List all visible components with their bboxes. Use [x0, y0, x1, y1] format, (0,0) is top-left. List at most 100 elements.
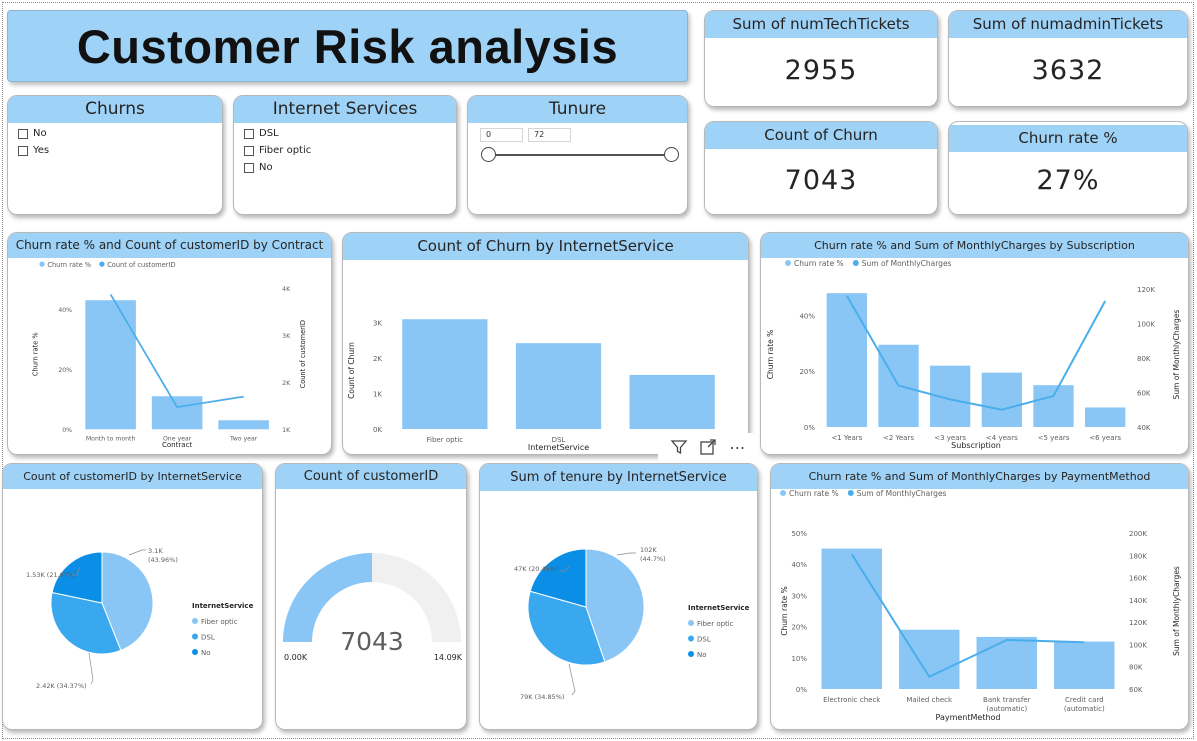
- y2-tick-label: 40K: [1137, 424, 1151, 432]
- churns-slicer[interactable]: Churns No Yes: [7, 95, 223, 215]
- y2-tick-label: 60K: [1137, 389, 1151, 397]
- x-tick-label: Month to month: [86, 436, 136, 443]
- legend-marker: [39, 261, 45, 267]
- bar: [976, 636, 1037, 689]
- slicer-option-no[interactable]: No: [18, 125, 212, 142]
- bar: [826, 293, 867, 427]
- legend-marker: [688, 620, 694, 626]
- checkbox[interactable]: [244, 128, 254, 139]
- slicer-option-fiber-optic[interactable]: Fiber optic: [244, 142, 446, 159]
- legend-marker: [785, 260, 791, 266]
- y-tick-label: 40%: [58, 307, 72, 314]
- legend-label: Churn rate %: [47, 261, 91, 269]
- x-tick-label: (automatic): [1064, 705, 1105, 713]
- slicer-option-yes[interactable]: Yes: [18, 142, 212, 159]
- subscription-chart-card[interactable]: Churn rate % and Sum of MonthlyCharges b…: [760, 232, 1189, 455]
- legend-marker: [688, 651, 694, 657]
- kpi-tech-tickets-card[interactable]: Sum of numTechTickets 2955: [704, 10, 938, 107]
- y-axis-title: Count of Churn: [347, 342, 356, 399]
- tenure-pie-chart: 102K(44.7%) 79K (34.85%) 47K (20.45%) Inter…: [514, 546, 750, 701]
- chart-title: Churn rate % and Sum of MonthlyCharges b…: [761, 233, 1188, 258]
- bar: [515, 343, 602, 429]
- kpi-admin-tickets-card[interactable]: Sum of numadminTickets 3632: [948, 10, 1188, 107]
- payment-chart: Churn rate % Sum of MonthlyCharges 0% 10% 20…: [780, 489, 1181, 722]
- option-label: No: [259, 162, 273, 173]
- x-tick-label: One year: [163, 436, 192, 443]
- option-label: Fiber optic: [259, 145, 312, 156]
- range-slider-track[interactable]: [488, 154, 671, 156]
- chart-title: Sum of tenure by InternetService: [480, 464, 757, 491]
- series-line: [109, 293, 244, 409]
- kpi-label: Churn rate %: [949, 125, 1187, 152]
- slicer-option-dsl[interactable]: DSL: [244, 125, 446, 142]
- y-tick-label: 40%: [791, 561, 807, 569]
- y-axis-title: Churn rate %: [766, 330, 775, 380]
- payment-chart-card[interactable]: Churn rate % and Sum of MonthlyCharges b…: [770, 463, 1189, 730]
- kpi-value: 7043: [784, 165, 858, 196]
- slicer-option-no[interactable]: No: [244, 159, 446, 176]
- kpi-value: 27%: [1036, 165, 1100, 196]
- kpi-churn-rate-card[interactable]: Churn rate % 27%: [948, 121, 1188, 215]
- kpi-count-churn-card[interactable]: Count of Churn 7043: [704, 121, 938, 215]
- pie-slice: [585, 548, 645, 663]
- bar: [1033, 385, 1074, 427]
- label-leader-line: [88, 652, 94, 685]
- pie-slice: [50, 591, 122, 655]
- y2-tick-label: 100K: [1129, 641, 1147, 649]
- y-tick-label: 40%: [799, 312, 815, 320]
- contract-chart: Churn rate % Count of customerID 0% 20% 40% M…: [32, 261, 308, 449]
- chart-title: Count of Churn by InternetService: [343, 233, 748, 260]
- gauge-fill: [283, 553, 372, 642]
- range-min-handle[interactable]: [481, 147, 496, 162]
- x-tick-label: <5 years: [1038, 434, 1070, 442]
- range-min-input[interactable]: 0: [480, 128, 523, 142]
- y-tick-label: 0K: [373, 426, 382, 434]
- x-axis-title: InternetService: [528, 443, 589, 452]
- contract-chart-card[interactable]: Churn rate % and Count of customerID by …: [7, 232, 332, 455]
- y2-tick-label: 80K: [1129, 664, 1143, 672]
- internet-services-slicer[interactable]: Internet Services DSL Fiber optic No: [233, 95, 457, 215]
- bar: [1054, 641, 1115, 689]
- filter-icon[interactable]: [668, 436, 690, 458]
- legend-marker: [847, 490, 854, 496]
- bar: [151, 396, 203, 430]
- y-tick-label: 0%: [796, 686, 807, 694]
- customers-pie-card[interactable]: Count of customerID by InternetService 3…: [2, 463, 263, 730]
- label-leader-line: [560, 565, 571, 572]
- data-label: 1.53K (21.67%): [26, 571, 77, 579]
- bar: [85, 300, 136, 430]
- more-options-icon[interactable]: ⋯: [729, 437, 746, 457]
- internet-churn-chart-card[interactable]: Count of Churn by InternetService 0K 1K 2K…: [342, 232, 749, 455]
- range-max-handle[interactable]: [664, 147, 679, 162]
- bar: [981, 372, 1022, 427]
- legend-label: DSL: [697, 636, 711, 644]
- focus-mode-icon[interactable]: [697, 436, 719, 458]
- y-tick-label: 20%: [799, 368, 815, 376]
- tenure-slicer[interactable]: Tunure 0 72: [467, 95, 688, 215]
- kpi-label: Sum of numTechTickets: [705, 11, 937, 38]
- gauge-card[interactable]: Count of customerID 7043 0.00K 14.09K: [275, 463, 467, 730]
- data-label: (44.7%): [640, 555, 666, 563]
- checkbox[interactable]: [18, 145, 28, 156]
- data-label: 102K: [640, 546, 657, 554]
- range-max-input[interactable]: 72: [528, 128, 571, 142]
- chart-title: Count of customerID: [276, 464, 466, 489]
- y-axis-title: Churn rate %: [780, 586, 789, 636]
- y-tick-label: 30%: [791, 592, 807, 600]
- bar: [629, 374, 715, 429]
- x-tick-label: DSL: [552, 436, 566, 444]
- y2-tick-label: 180K: [1129, 552, 1147, 560]
- y2-tick-label: 100K: [1137, 320, 1155, 328]
- x-axis-title: Subscription: [951, 441, 1001, 450]
- bar: [218, 420, 269, 430]
- checkbox[interactable]: [18, 128, 28, 139]
- legend-marker: [192, 649, 198, 655]
- tenure-pie-card[interactable]: Sum of tenure by InternetService 102K (44…: [479, 463, 758, 730]
- series-line: [850, 553, 1085, 679]
- legend-label: No: [201, 649, 211, 657]
- report-title: Customer Risk analysis: [76, 19, 619, 73]
- gauge-max-label: 14.09K: [434, 653, 463, 662]
- checkbox[interactable]: [244, 162, 254, 173]
- checkbox[interactable]: [244, 145, 254, 156]
